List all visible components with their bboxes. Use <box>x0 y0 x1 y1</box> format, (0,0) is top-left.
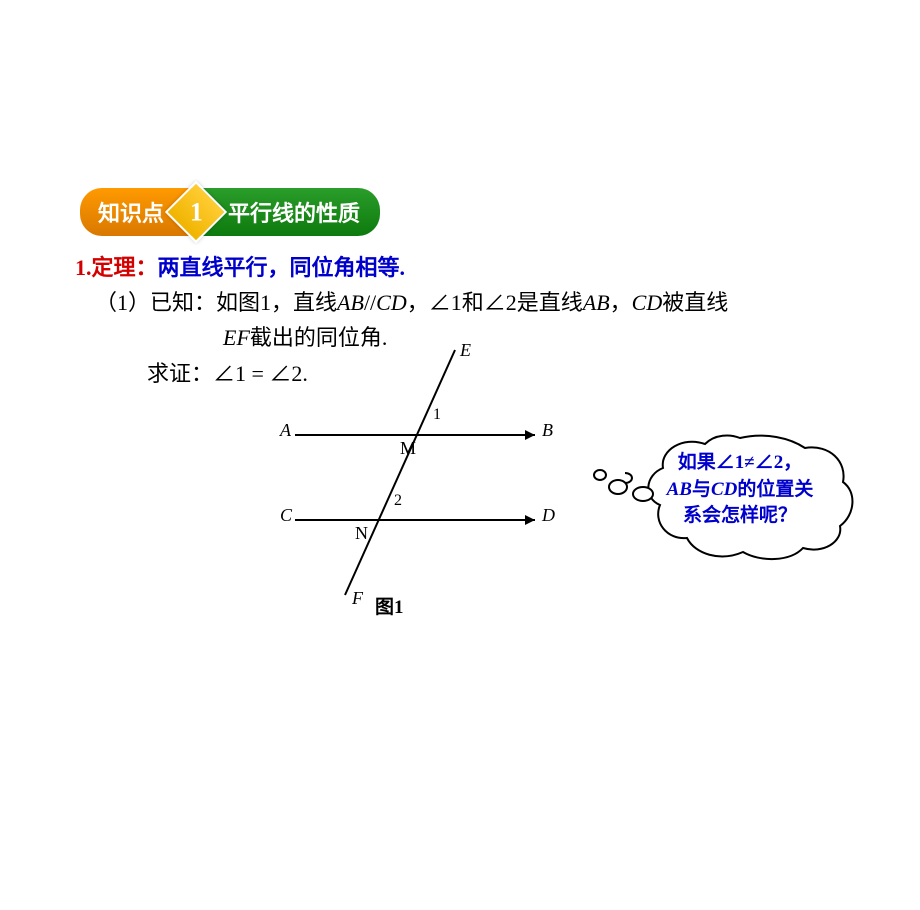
given-text-1c: 被直线 <box>662 290 728 315</box>
label-c: C <box>280 505 292 526</box>
theorem-line: 1.定理：两直线平行，同位角相等. <box>75 250 875 285</box>
bubble-line1: 如果∠1≠∠2， <box>678 452 802 473</box>
geometry-figure: A B C D E F M N 1 2 图1 <box>280 340 560 630</box>
theorem-number: 1. <box>75 255 92 280</box>
given-cd: CD <box>376 290 407 315</box>
badge-number: 1 <box>190 197 203 227</box>
label-d: D <box>542 505 555 526</box>
prove-label: 求证： <box>147 361 213 386</box>
given-cd2: CD <box>632 290 663 315</box>
theorem-text: 两直线平行，同位角相等. <box>158 255 406 280</box>
given-text-1b: ，∠1和∠2是直线 <box>407 290 583 315</box>
figure-caption: 图1 <box>375 592 404 619</box>
given-comma: ， <box>610 290 632 315</box>
knowledge-point-badge: 知识点 1 平行线的性质 <box>80 190 380 234</box>
given-line-1: （1）已知：如图1，直线AB//CD，∠1和∠2是直线AB，CD被直线 <box>95 285 875 320</box>
label-n: N <box>355 523 368 544</box>
arrow-b <box>525 430 535 440</box>
bubble-yu: 与 <box>692 479 711 500</box>
given-label: 已知： <box>150 290 216 315</box>
figure-svg <box>280 340 560 610</box>
angle-2: 2 <box>394 492 402 510</box>
label-f: F <box>352 588 363 609</box>
given-ab: AB <box>337 290 364 315</box>
bubble-ab: AB <box>667 479 692 500</box>
given-text-1a: 如图1，直线 <box>216 290 337 315</box>
given-slash: // <box>364 290 376 315</box>
bubble-l2d: 的位置关 <box>737 479 813 500</box>
given-ab2: AB <box>583 290 610 315</box>
angle-1: 1 <box>433 406 441 424</box>
theorem-tag: 定理： <box>92 255 158 280</box>
trail-bubbles <box>590 465 630 505</box>
arrow-d <box>525 515 535 525</box>
label-a: A <box>280 420 291 441</box>
label-e: E <box>460 340 471 361</box>
bubble-cd: CD <box>711 479 737 500</box>
label-b: B <box>542 420 553 441</box>
given-ef: EF <box>223 325 250 350</box>
thought-bubble: 如果∠1≠∠2， AB与CD的位置关 系会怎样呢？ <box>625 430 850 560</box>
bubble-text-container: 如果∠1≠∠2， AB与CD的位置关 系会怎样呢？ <box>650 450 830 530</box>
label-m: M <box>400 438 416 459</box>
bubble-line3: 系会怎样呢？ <box>683 505 797 526</box>
line-ef <box>345 350 455 595</box>
given-num: （1） <box>95 290 150 315</box>
